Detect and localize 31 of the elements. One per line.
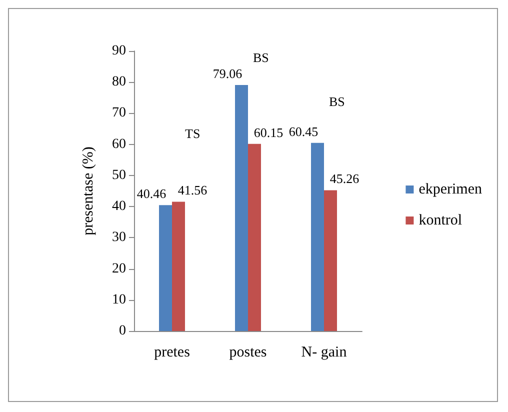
bar bbox=[235, 85, 248, 331]
y-tick-label: 40 bbox=[112, 199, 126, 214]
y-axis-title: presentase (%) bbox=[80, 146, 96, 236]
y-tick-label: 60 bbox=[112, 136, 126, 152]
bar bbox=[324, 190, 337, 331]
y-tick-label: 10 bbox=[112, 292, 126, 308]
annotation: BS bbox=[329, 94, 345, 109]
annotation: BS bbox=[253, 50, 269, 65]
y-tick-label: 70 bbox=[112, 106, 126, 121]
data-label: 60.45 bbox=[288, 124, 318, 139]
bar bbox=[311, 142, 324, 331]
legend-label: kontrol bbox=[418, 212, 462, 228]
y-tick-label: 0 bbox=[119, 324, 126, 338]
x-tick-label: N- gain bbox=[301, 344, 348, 360]
y-tick-label: 30 bbox=[112, 230, 126, 246]
y-tick-label: 90 bbox=[112, 44, 126, 58]
legend-label: ekperimen bbox=[418, 182, 482, 198]
data-label: 45.26 bbox=[330, 171, 360, 186]
bar bbox=[172, 202, 185, 331]
x-tick-label: pretes bbox=[154, 344, 190, 360]
annotation: TS bbox=[185, 126, 200, 141]
data-label: 41.56 bbox=[178, 182, 208, 198]
x-tick-label: postes bbox=[229, 344, 267, 360]
bar bbox=[159, 205, 172, 331]
data-label: 40.46 bbox=[136, 186, 167, 202]
data-label: 60.15 bbox=[254, 124, 284, 140]
bar bbox=[248, 144, 261, 331]
y-tick-label: 50 bbox=[112, 168, 126, 183]
y-tick-label: 80 bbox=[112, 74, 126, 90]
y-tick-label: 20 bbox=[112, 261, 126, 276]
data-label: 79.06 bbox=[212, 66, 243, 82]
